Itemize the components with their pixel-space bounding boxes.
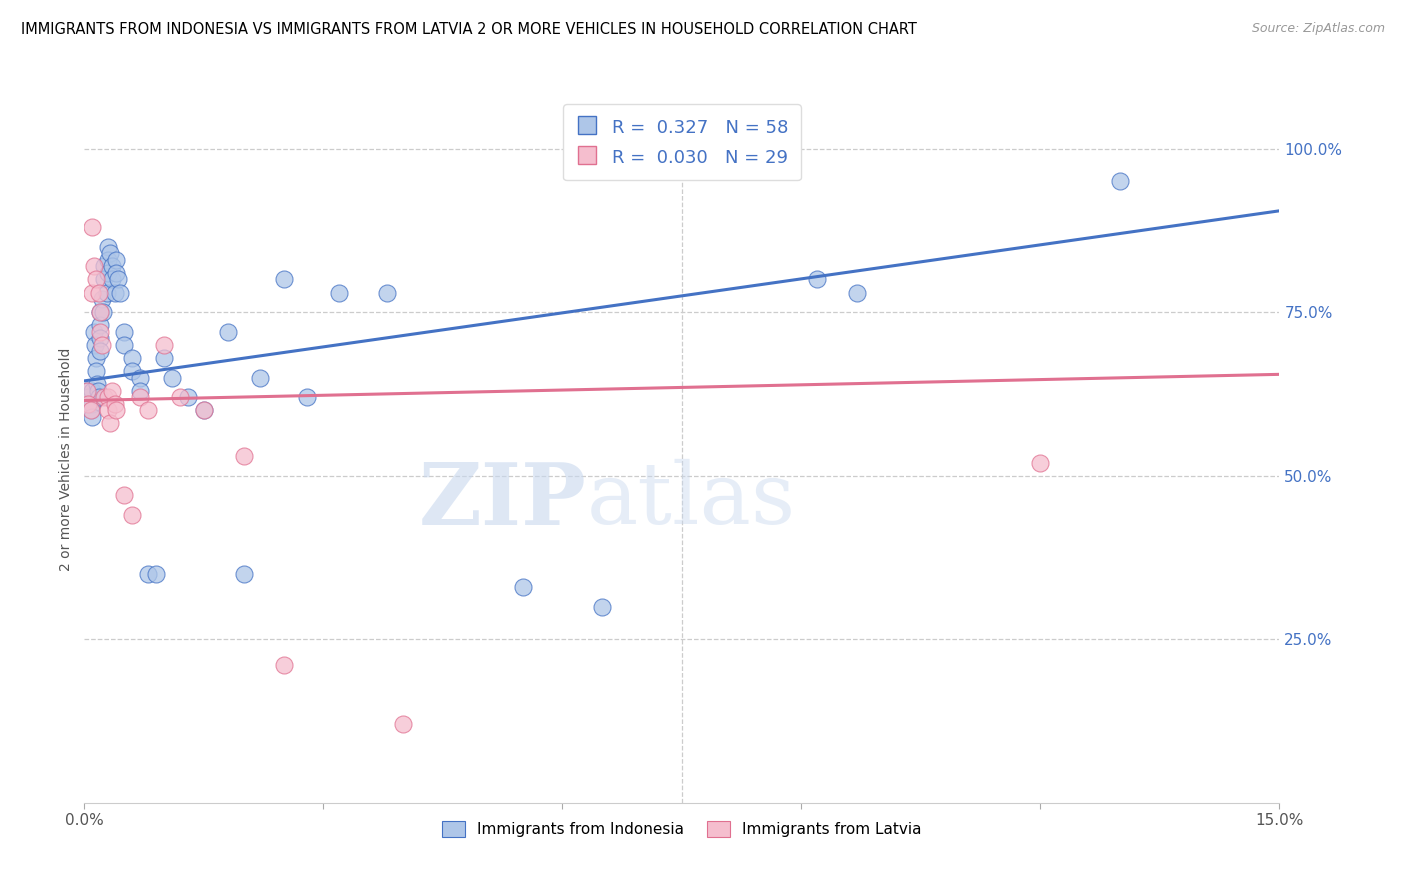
Point xyxy=(129,384,152,398)
Point xyxy=(1029,456,1052,470)
Point xyxy=(249,370,271,384)
Point xyxy=(80,403,103,417)
Point xyxy=(104,397,127,411)
Point xyxy=(97,252,120,267)
Point xyxy=(232,566,254,581)
Point xyxy=(83,325,105,339)
Point xyxy=(193,403,215,417)
Point xyxy=(87,390,110,404)
Text: atlas: atlas xyxy=(586,459,796,542)
Point xyxy=(86,377,108,392)
Point xyxy=(512,580,534,594)
Point xyxy=(82,409,104,424)
Point xyxy=(297,390,319,404)
Y-axis label: 2 or more Vehicles in Household: 2 or more Vehicles in Household xyxy=(59,348,73,571)
Point xyxy=(89,325,111,339)
Point xyxy=(89,305,111,319)
Point xyxy=(97,390,120,404)
Point xyxy=(169,390,191,404)
Point xyxy=(89,344,111,359)
Point xyxy=(93,260,115,274)
Text: ZIP: ZIP xyxy=(419,458,586,542)
Point xyxy=(273,272,295,286)
Point xyxy=(77,397,100,411)
Point xyxy=(83,338,105,352)
Point xyxy=(105,266,128,280)
Point xyxy=(77,397,100,411)
Point xyxy=(93,272,115,286)
Point xyxy=(82,384,104,398)
Point xyxy=(87,285,110,300)
Point xyxy=(83,260,105,274)
Point xyxy=(177,390,200,404)
Point xyxy=(121,351,143,365)
Point xyxy=(76,384,98,398)
Point xyxy=(193,403,215,417)
Point xyxy=(392,717,415,731)
Point xyxy=(145,566,167,581)
Point xyxy=(153,351,176,365)
Point xyxy=(153,338,176,352)
Point xyxy=(217,325,239,339)
Point xyxy=(89,305,111,319)
Point xyxy=(77,390,100,404)
Point xyxy=(89,331,111,345)
Point xyxy=(91,305,114,319)
Point xyxy=(328,285,350,300)
Point xyxy=(82,397,104,411)
Point xyxy=(89,318,111,333)
Point xyxy=(90,338,112,352)
Point xyxy=(806,272,828,286)
Point xyxy=(101,260,124,274)
Point xyxy=(136,403,159,417)
Point xyxy=(86,272,108,286)
Point xyxy=(98,417,121,431)
Point xyxy=(101,272,124,286)
Point xyxy=(80,403,103,417)
Point xyxy=(93,390,115,404)
Point xyxy=(1109,174,1132,188)
Point xyxy=(112,338,135,352)
Point xyxy=(90,292,112,306)
Point xyxy=(121,508,143,522)
Point xyxy=(97,403,120,417)
Point xyxy=(121,364,143,378)
Point xyxy=(97,240,120,254)
Point xyxy=(82,220,104,235)
Point xyxy=(107,272,129,286)
Point xyxy=(86,364,108,378)
Point xyxy=(375,285,398,300)
Point xyxy=(846,285,869,300)
Point xyxy=(97,266,120,280)
Point xyxy=(232,449,254,463)
Point xyxy=(273,658,295,673)
Point xyxy=(105,252,128,267)
Point xyxy=(98,246,121,260)
Point xyxy=(82,285,104,300)
Point xyxy=(129,370,152,384)
Point xyxy=(129,390,152,404)
Text: IMMIGRANTS FROM INDONESIA VS IMMIGRANTS FROM LATVIA 2 OR MORE VEHICLES IN HOUSEH: IMMIGRANTS FROM INDONESIA VS IMMIGRANTS … xyxy=(21,22,917,37)
Point xyxy=(136,566,159,581)
Point xyxy=(104,285,127,300)
Point xyxy=(96,285,118,300)
Point xyxy=(112,325,135,339)
Legend: Immigrants from Indonesia, Immigrants from Latvia: Immigrants from Indonesia, Immigrants fr… xyxy=(436,815,928,843)
Point xyxy=(112,488,135,502)
Point xyxy=(76,384,98,398)
Point xyxy=(110,285,132,300)
Point xyxy=(101,384,124,398)
Point xyxy=(87,384,110,398)
Point xyxy=(160,370,183,384)
Point xyxy=(591,599,613,614)
Point xyxy=(105,403,128,417)
Text: Source: ZipAtlas.com: Source: ZipAtlas.com xyxy=(1251,22,1385,36)
Point xyxy=(86,351,108,365)
